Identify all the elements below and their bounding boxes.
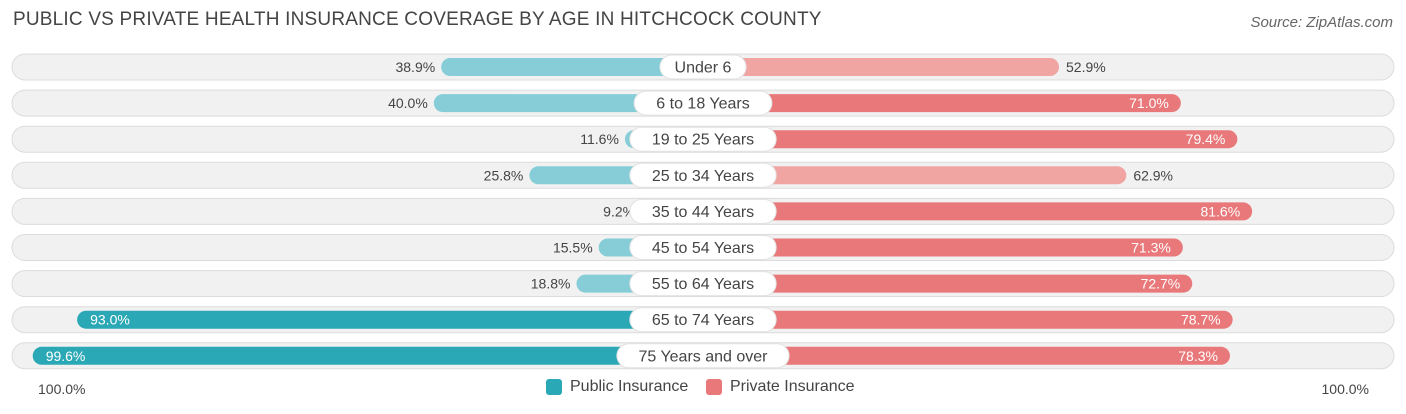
private-bar xyxy=(703,58,1060,76)
private-value-label: 62.9% xyxy=(1133,167,1173,183)
legend-swatch-private xyxy=(706,379,722,395)
private-bar xyxy=(703,310,1233,329)
public-bar xyxy=(77,310,704,329)
private-value-label: 52.9% xyxy=(1066,59,1106,75)
public-value-label: 93.0% xyxy=(90,312,130,328)
category-label-pill xyxy=(629,126,777,152)
private-value-label: 71.3% xyxy=(1131,240,1171,256)
category-label: 55 to 64 Years xyxy=(652,276,754,293)
private-value-label: 78.7% xyxy=(1181,312,1221,328)
private-bar xyxy=(703,274,1193,293)
public-value-label: 40.0% xyxy=(388,95,428,111)
category-label: 6 to 18 Years xyxy=(656,96,749,113)
chart-title: PUBLIC VS PRIVATE HEALTH INSURANCE COVER… xyxy=(13,9,822,30)
axis-left-label: 100.0% xyxy=(38,381,86,397)
private-bar xyxy=(703,130,1238,149)
category-label: Under 6 xyxy=(675,60,732,77)
legend-item-public: Public Insurance xyxy=(546,378,688,396)
public-bar xyxy=(441,58,703,76)
private-bar xyxy=(703,94,1181,113)
category-label: 65 to 74 Years xyxy=(652,312,754,329)
public-value-label: 15.5% xyxy=(553,240,593,256)
public-value-label: 11.6% xyxy=(580,131,619,147)
category-label-pill xyxy=(616,343,790,369)
source-label: Source: ZipAtlas.com xyxy=(1250,14,1393,31)
private-value-label: 71.0% xyxy=(1129,95,1169,111)
private-bar xyxy=(703,166,1127,185)
axis-right-label: 100.0% xyxy=(1321,381,1369,397)
private-value-label: 78.3% xyxy=(1178,348,1218,364)
legend-label-private: Private Insurance xyxy=(730,378,855,395)
category-label-pill xyxy=(629,271,777,297)
private-value-label: 79.4% xyxy=(1186,131,1226,147)
legend-label-public: Public Insurance xyxy=(570,378,689,395)
category-label: 25 to 34 Years xyxy=(652,168,754,185)
public-value-label: 25.8% xyxy=(484,167,524,183)
category-label-pill xyxy=(633,90,773,116)
public-bar xyxy=(32,346,703,365)
category-label: 75 Years and over xyxy=(639,348,769,365)
category-label: 45 to 54 Years xyxy=(652,240,754,257)
private-bar xyxy=(703,202,1253,221)
public-value-label: 99.6% xyxy=(46,348,86,364)
legend: Public Insurance Private Insurance xyxy=(0,378,1406,402)
category-label-pill xyxy=(629,162,777,188)
category-label-pill xyxy=(629,198,777,224)
public-value-label: 38.9% xyxy=(395,59,435,75)
chart-area: 38.9% 52.9% Under 6 40.0% 71.0% 6 to 18 Years… xyxy=(11,53,1395,370)
category-label: 35 to 44 Years xyxy=(652,204,754,221)
public-value-label: 18.8% xyxy=(531,276,571,292)
category-label-pill xyxy=(629,235,777,260)
public-value-label: 9.2% xyxy=(603,203,635,219)
private-value-label: 81.6% xyxy=(1200,203,1240,219)
category-label-pill xyxy=(629,307,777,333)
private-bar xyxy=(703,346,1230,365)
category-label-pill xyxy=(659,54,747,80)
category-label: 19 to 25 Years xyxy=(652,132,754,149)
legend-item-private: Private Insurance xyxy=(706,378,855,396)
private-bar xyxy=(703,238,1183,257)
private-value-label: 72.7% xyxy=(1141,276,1181,292)
legend-swatch-public xyxy=(546,379,562,395)
